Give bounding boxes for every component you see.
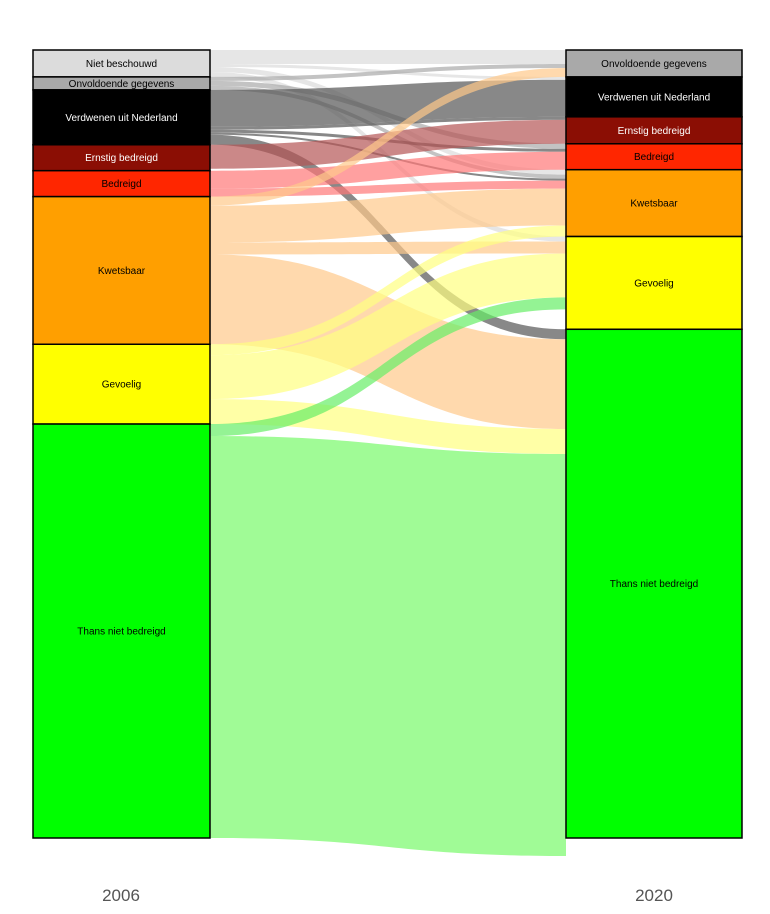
left-node-bedr <box>32 169 211 198</box>
flow-verd-to-thans <box>210 134 566 340</box>
right-node-gev <box>565 235 743 331</box>
flow-thans-to-thans <box>210 436 566 856</box>
flow-verd-to-verd <box>210 79 566 127</box>
left-node-label-kwets: Kwetsbaar <box>98 266 146 277</box>
right-node-label-gev: Gevoelig <box>634 278 673 289</box>
left-node-label-onv: Onvoldoende gegevens <box>69 79 175 90</box>
right-node-verd <box>565 76 743 118</box>
flow-kwets-to-onv <box>210 67 566 206</box>
flow-bedr-to-bedr <box>210 151 566 189</box>
left-column: Niet beschouwd Onvoldoende gegevens Verdwe… <box>32 49 211 839</box>
right-node-label-thans: Thans niet bedreigd <box>610 579 698 590</box>
right-node-label-ernst: Ernstig bedreigd <box>618 126 691 137</box>
flows-layer <box>210 50 566 856</box>
left-node-kwets <box>32 195 211 346</box>
flow-bedr-to-kwets <box>210 180 566 197</box>
flow-verd-to-ernst <box>210 116 566 130</box>
right-column: Onvoldoende gegevens Verdwenen uit Nederl… <box>565 49 743 839</box>
flow-niet-to-onv <box>210 50 566 64</box>
right-node-label-bedr: Bedreigd <box>634 152 674 163</box>
left-node-label-ernst: Ernstig bedreigd <box>85 153 158 164</box>
left-node-label-verd: Verdwenen uit Nederland <box>65 113 177 124</box>
year-label-right: 2020 <box>635 886 673 905</box>
right-node-ernst <box>565 116 743 145</box>
left-node-verd <box>32 89 211 146</box>
flow-ernst-to-ernst <box>210 119 566 169</box>
left-node-niet <box>32 49 211 78</box>
right-node-bedr <box>565 143 743 171</box>
right-node-label-onv: Onvoldoende gegevens <box>601 59 707 70</box>
left-node-label-thans: Thans niet bedreigd <box>77 627 165 638</box>
flow-verd-to-kwets <box>210 132 566 181</box>
left-node-thans <box>32 423 211 839</box>
right-node-kwets <box>565 168 743 238</box>
flow-thans-to-gev <box>210 297 566 437</box>
flow-gev-to-gev <box>210 253 566 400</box>
left-node-ernst <box>32 144 211 172</box>
left-node-label-bedr: Bedreigd <box>101 179 141 190</box>
flow-kwets-to-gev <box>210 241 566 255</box>
right-node-onv <box>565 49 743 78</box>
right-node-label-kwets: Kwetsbaar <box>630 199 678 210</box>
left-node-gev <box>32 343 211 425</box>
flow-kwets-to-kwets <box>210 188 566 243</box>
flow-onv-to-onv <box>210 63 566 81</box>
right-node-thans <box>565 328 743 839</box>
left-node-label-gev: Gevoelig <box>102 380 141 391</box>
left-node-label-niet: Niet beschouwd <box>86 59 157 70</box>
right-node-label-verd: Verdwenen uit Nederland <box>598 92 710 103</box>
year-label-left: 2006 <box>102 886 140 905</box>
flow-gev-to-kwets <box>210 225 566 356</box>
